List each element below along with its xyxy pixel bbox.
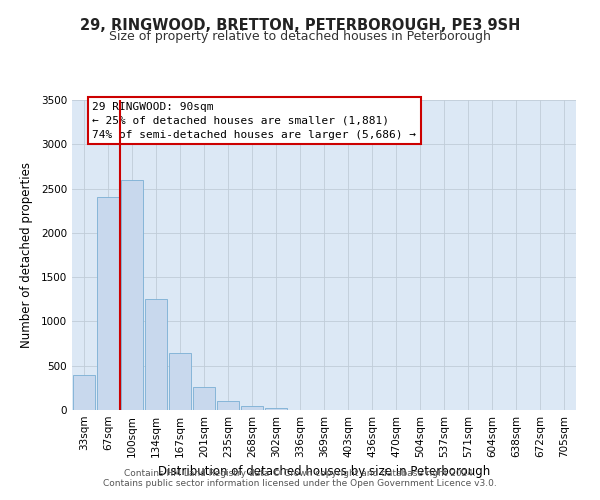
- Bar: [145, 300, 167, 410]
- Bar: [265, 408, 287, 410]
- Bar: [241, 406, 263, 410]
- Text: Contains public sector information licensed under the Open Government Licence v3: Contains public sector information licen…: [103, 478, 497, 488]
- Text: Contains HM Land Registry data © Crown copyright and database right 2024.: Contains HM Land Registry data © Crown c…: [124, 468, 476, 477]
- Bar: [73, 374, 95, 410]
- Text: 29, RINGWOOD, BRETTON, PETERBOROUGH, PE3 9SH: 29, RINGWOOD, BRETTON, PETERBOROUGH, PE3…: [80, 18, 520, 32]
- Text: 29 RINGWOOD: 90sqm
← 25% of detached houses are smaller (1,881)
74% of semi-deta: 29 RINGWOOD: 90sqm ← 25% of detached hou…: [92, 102, 416, 140]
- Bar: [97, 198, 119, 410]
- Y-axis label: Number of detached properties: Number of detached properties: [20, 162, 32, 348]
- X-axis label: Distribution of detached houses by size in Peterborough: Distribution of detached houses by size …: [158, 466, 490, 478]
- Bar: [169, 354, 191, 410]
- Text: Size of property relative to detached houses in Peterborough: Size of property relative to detached ho…: [109, 30, 491, 43]
- Bar: [121, 180, 143, 410]
- Bar: [193, 387, 215, 410]
- Bar: [217, 401, 239, 410]
